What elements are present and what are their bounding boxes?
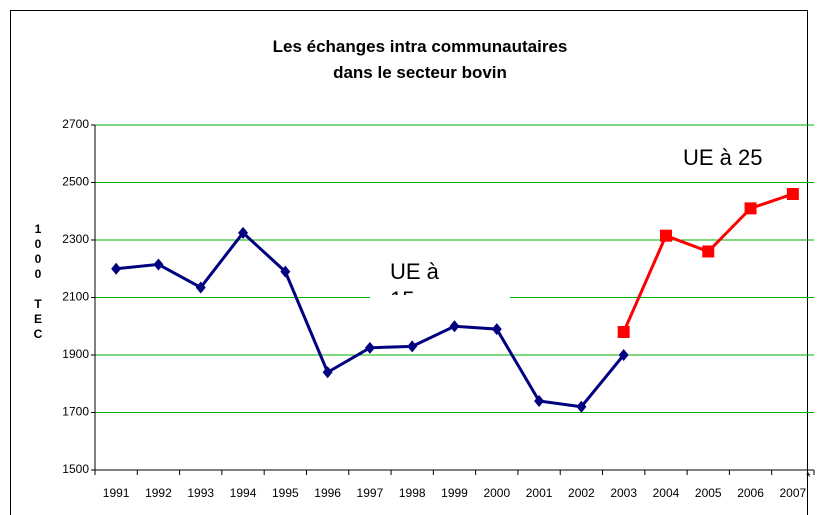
marker — [618, 349, 629, 361]
marker — [111, 262, 122, 275]
series-line — [622, 192, 794, 333]
marker — [659, 229, 672, 242]
y-tick-label: 2700 — [62, 117, 89, 131]
series-line — [115, 230, 625, 409]
x-tick-label: 1994 — [230, 486, 257, 500]
y-tick-label: 2300 — [62, 232, 89, 246]
marker — [702, 245, 715, 258]
x-tick-label: 1992 — [145, 486, 172, 500]
x-tick-label: 1998 — [399, 486, 426, 500]
marker — [449, 320, 460, 333]
marker — [322, 366, 333, 379]
marker — [576, 400, 587, 413]
x-tick-label: 1997 — [357, 486, 384, 500]
marker — [744, 202, 757, 215]
y-tick-label: 1700 — [62, 405, 89, 419]
x-tick-label: 1995 — [272, 486, 299, 500]
series-label: UE à 25 — [683, 145, 763, 170]
marker — [364, 341, 375, 354]
marker — [280, 265, 291, 278]
x-tick-label: 2002 — [568, 486, 595, 500]
marker — [153, 258, 164, 271]
marker — [407, 340, 418, 353]
marker — [491, 323, 502, 336]
marker — [534, 395, 545, 407]
y-axis-label: 1000 TEC — [31, 222, 45, 342]
x-tick-label: 2001 — [526, 486, 553, 500]
y-tick-label: 1500 — [62, 462, 89, 476]
marker — [238, 226, 249, 239]
chart-title: Les échanges intra communautaires dans l… — [272, 37, 568, 82]
y-tick-label: 2500 — [62, 175, 89, 189]
x-tick-label: 2003 — [610, 486, 637, 500]
x-tick-label: 2005 — [695, 486, 722, 500]
marker — [617, 326, 630, 338]
y-tick-label: 2100 — [62, 290, 89, 304]
x-tick-label: 2006 — [737, 486, 764, 500]
frame — [10, 10, 808, 515]
x-tick-label: 2000 — [483, 486, 510, 500]
x-tick-label: 2007 — [780, 486, 807, 500]
footnote-mark: * — [806, 470, 811, 484]
x-tick-label: 2004 — [653, 486, 680, 500]
marker — [195, 281, 206, 294]
x-tick-label: 1999 — [441, 486, 468, 500]
marker — [786, 188, 799, 200]
y-tick-label: 1900 — [62, 347, 89, 361]
x-tick-label: 1993 — [187, 486, 214, 500]
x-tick-label: 1996 — [314, 486, 341, 500]
x-tick-label: 1991 — [103, 486, 130, 500]
cover — [370, 295, 510, 315]
